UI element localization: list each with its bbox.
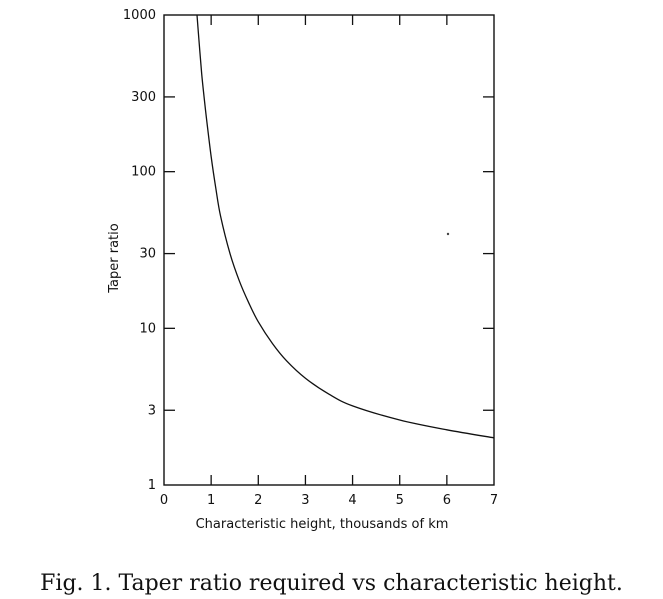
figure-caption: Fig. 1. Taper ratio required vs characte… [40, 571, 623, 596]
x-tick-label-7: 7 [490, 493, 498, 508]
y-tick-label-1000: 1000 [123, 8, 156, 23]
x-tick-label-5: 5 [396, 493, 404, 508]
x-tick-label-4: 4 [348, 493, 356, 508]
y-tick-label-30: 30 [139, 247, 156, 262]
y-axis-label: Taper ratio [107, 223, 122, 294]
y-tick-label-10: 10 [139, 321, 156, 336]
x-tick-label-6: 6 [443, 493, 451, 508]
stray-dot [446, 232, 450, 236]
plot-frame [163, 14, 495, 486]
x-tick-label-2: 2 [254, 493, 262, 508]
y-tick-label-100: 100 [131, 165, 156, 180]
y-tick-label-3: 3 [148, 403, 156, 418]
y-tick-label-1: 1 [148, 478, 156, 493]
series-line-0 [196, 14, 495, 439]
x-axis-label: Characteristic height, thousands of km [196, 517, 449, 532]
x-axis-ticks: 0 1 2 3 4 5 6 7 [160, 15, 498, 508]
y-tick-label-300: 300 [131, 90, 156, 105]
x-tick-label-0: 0 [160, 493, 168, 508]
x-tick-label-3: 3 [301, 493, 309, 508]
x-tick-label-1: 1 [207, 493, 215, 508]
y-axis-ticks: 1 3 10 30 100 300 1000 [123, 8, 494, 493]
series-layer [196, 14, 495, 439]
